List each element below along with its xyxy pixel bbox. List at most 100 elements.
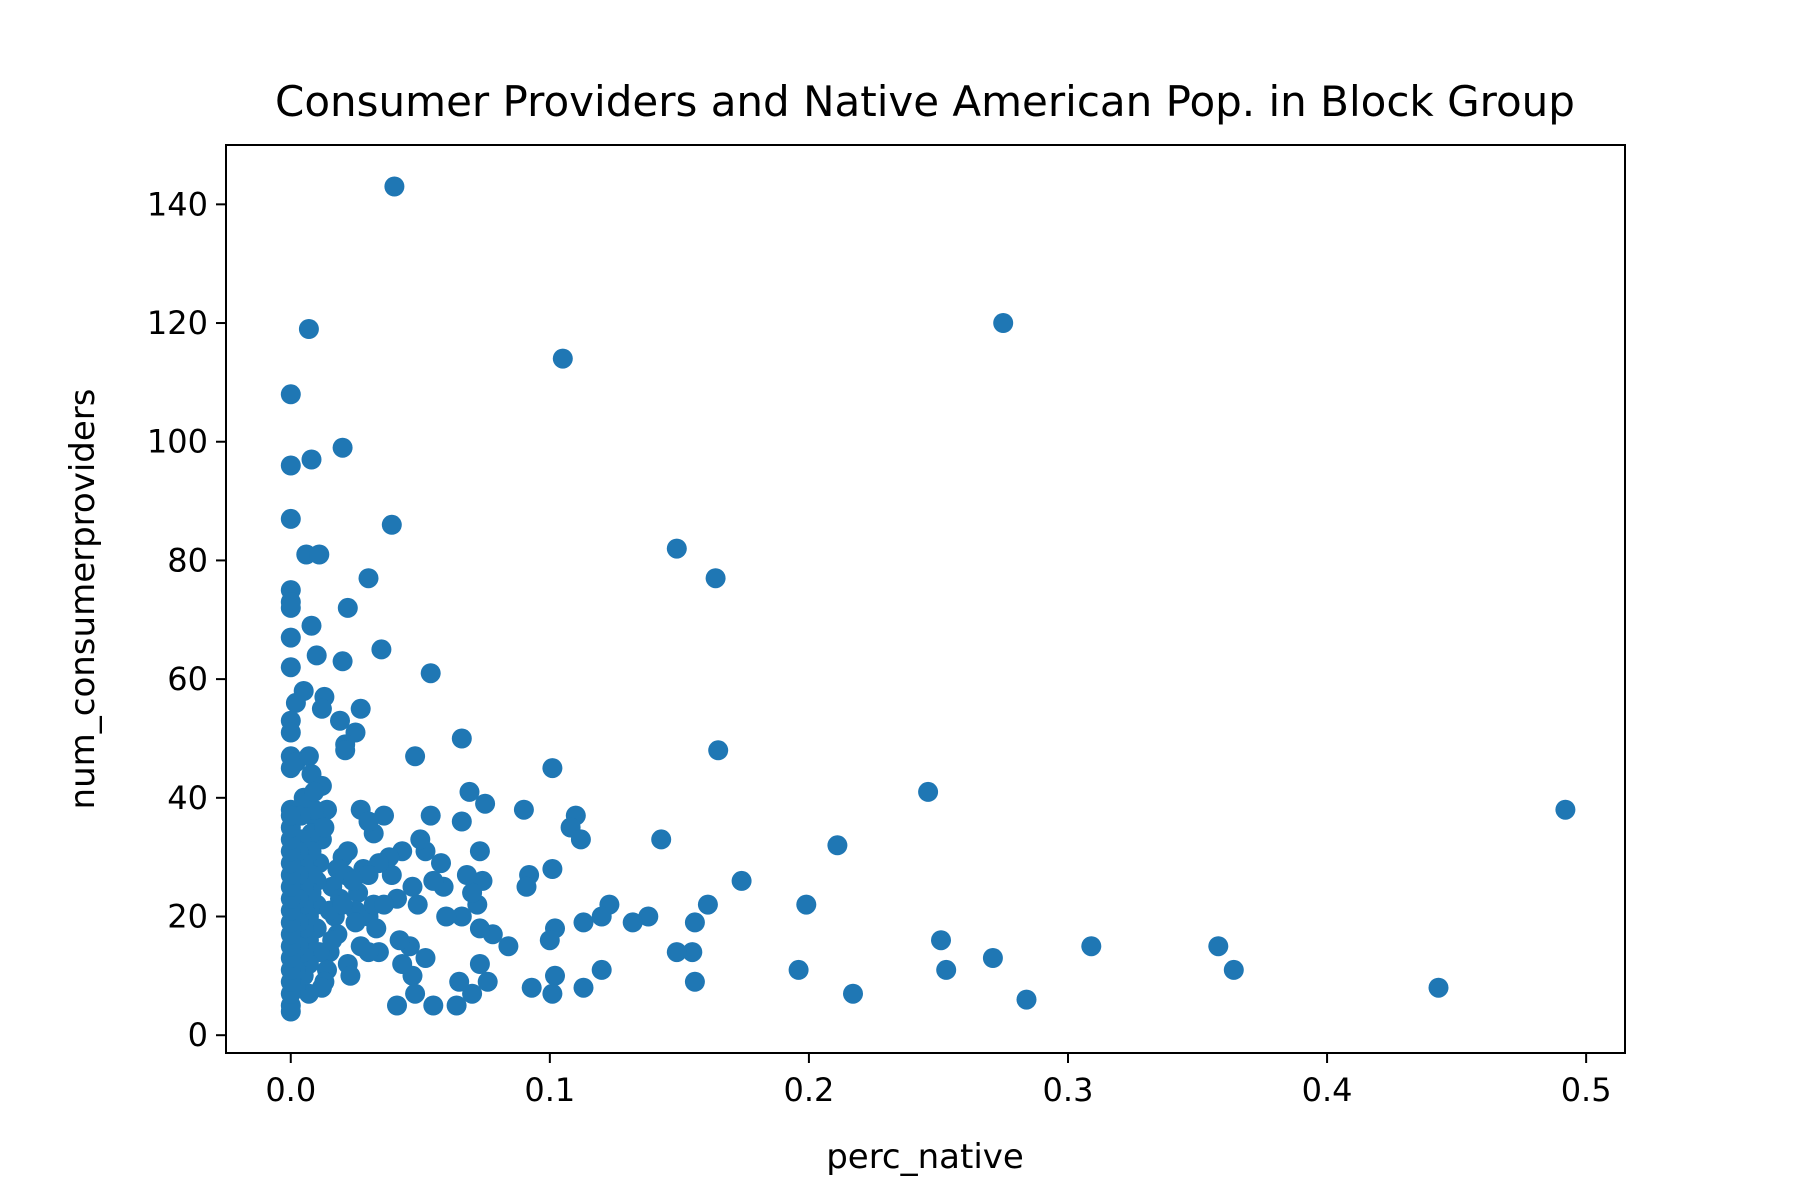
data-point-49 [513, 799, 534, 820]
data-point-70 [573, 912, 594, 933]
y-tick-label: 0 [188, 1016, 208, 1054]
data-point-64 [682, 942, 703, 963]
data-point-67 [622, 912, 643, 933]
data-point-53 [570, 829, 591, 850]
data-point-122 [389, 930, 410, 951]
data-point-146 [340, 965, 361, 986]
x-axis: 0.0 0.1 0.2 0.3 0.4 0.5 [265, 1053, 1612, 1109]
data-point-106 [451, 811, 472, 832]
data-point-212 [314, 817, 335, 838]
data-point-90 [591, 959, 612, 980]
plot-frame [225, 144, 1626, 1054]
data-point-56 [666, 538, 687, 559]
data-point-1 [298, 319, 319, 339]
data-point-109 [449, 971, 470, 992]
data-point-25 [311, 698, 332, 719]
data-point-60 [731, 870, 752, 891]
y-tick-label: 40 [167, 779, 208, 817]
data-point-17 [306, 645, 327, 666]
data-point-4 [332, 437, 353, 458]
data-point-112 [431, 853, 451, 874]
data-point-87 [843, 983, 863, 1004]
x-tick-label: 0.3 [1043, 1071, 1094, 1109]
data-point-83 [1016, 989, 1037, 1010]
data-point-59 [827, 835, 848, 856]
data-point-78 [1555, 799, 1576, 820]
data-point-12 [280, 597, 301, 618]
data-point-113 [423, 870, 444, 891]
data-point-115 [410, 829, 431, 850]
data-point-211 [342, 870, 363, 891]
data-point-13 [337, 597, 358, 618]
data-point-33 [451, 728, 472, 749]
data-point-76 [552, 348, 573, 369]
x-axis-label: perc_native [826, 1137, 1024, 1177]
data-point-107 [451, 906, 472, 927]
data-point-34 [405, 746, 426, 767]
chart-title: Consumer Providers and Native American P… [275, 77, 1575, 126]
data-point-103 [462, 882, 483, 903]
data-point-139 [374, 894, 394, 915]
x-tick-label: 0.0 [265, 1071, 316, 1109]
data-point-98 [469, 954, 490, 974]
data-point-123 [387, 995, 407, 1016]
data-point-104 [469, 841, 490, 862]
data-point-21 [420, 663, 441, 684]
data-point-16 [280, 627, 301, 648]
data-point-66 [638, 906, 659, 927]
data-point-140 [366, 918, 387, 939]
data-point-134 [358, 865, 379, 885]
data-point-26 [350, 698, 371, 719]
data-point-3 [301, 449, 322, 470]
data-point-9 [309, 544, 330, 565]
y-tick-label: 80 [167, 541, 208, 579]
data-point-65 [666, 942, 687, 963]
x-tick-label: 0.1 [524, 1071, 575, 1109]
data-point-32 [335, 740, 356, 761]
x-tick-label: 0.2 [783, 1071, 834, 1109]
data-point-116 [407, 894, 428, 915]
data-point-55 [708, 740, 729, 761]
data-point-29 [330, 710, 350, 731]
data-point-95 [498, 936, 519, 957]
data-point-46 [420, 805, 441, 826]
data-point-48 [475, 793, 496, 814]
data-point-121 [392, 954, 413, 974]
y-axis: 0 20 40 60 80 100 120 140 [147, 185, 226, 1054]
data-point-100 [469, 918, 490, 939]
data-point-80 [1223, 959, 1244, 980]
data-point-28 [280, 722, 301, 743]
data-point-82 [1081, 936, 1102, 957]
data-point-73 [542, 859, 563, 879]
data-point-208 [322, 930, 343, 951]
y-tick-label: 20 [167, 898, 208, 936]
data-point-14 [358, 568, 379, 589]
data-point-61 [796, 894, 817, 915]
data-point-19 [371, 639, 392, 660]
data-point-45 [374, 805, 394, 826]
data-point-18 [332, 651, 353, 672]
data-point-92 [545, 965, 565, 986]
data-point-209 [332, 894, 353, 915]
data-point-91 [573, 977, 594, 998]
data-point-5 [280, 455, 301, 476]
data-point-72 [539, 930, 560, 951]
data-point-77 [993, 313, 1014, 333]
data-point-62 [697, 894, 718, 915]
data-point-75 [516, 876, 537, 897]
data-point-63 [684, 912, 705, 933]
data-point-15 [301, 615, 322, 636]
data-point-148 [337, 841, 358, 862]
y-tick-label: 140 [147, 185, 208, 223]
data-point-120 [405, 983, 426, 1004]
data-point-57 [705, 568, 726, 589]
data-point-143 [350, 936, 371, 957]
data-point-93 [542, 983, 563, 1004]
data-point-47 [459, 781, 480, 802]
data-point-132 [358, 811, 379, 832]
data-point-54 [651, 829, 672, 850]
data-point-214 [304, 781, 325, 802]
data-point-79 [1428, 977, 1449, 998]
data-point-0 [384, 176, 405, 197]
